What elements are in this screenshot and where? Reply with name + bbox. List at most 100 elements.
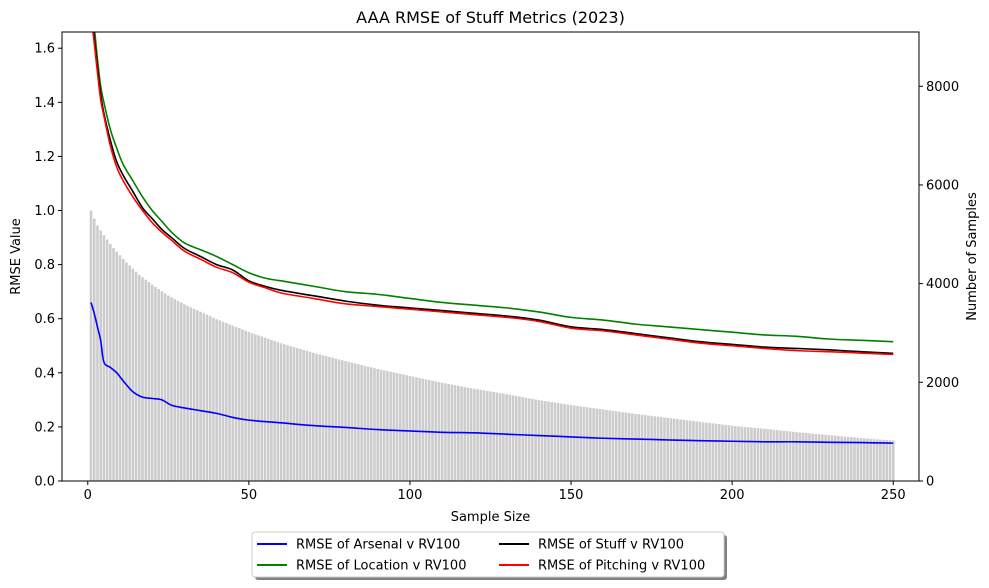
sample-count-bar: [495, 392, 499, 481]
y-axis-ticks: 0.0 0.2 0.4 0.6 0.8 1.0 1.2 1.4 1.6: [34, 42, 62, 490]
sample-count-bar: [92, 218, 96, 481]
y-tick-label: 1.6: [34, 42, 55, 57]
sample-count-bar: [891, 440, 895, 481]
legend-label: RMSE of Stuff v RV100: [538, 538, 684, 553]
sample-count-bar: [611, 410, 615, 481]
sample-count-bar: [431, 380, 434, 481]
sample-count-bar: [543, 401, 547, 481]
sample-count-bar: [482, 390, 486, 481]
sample-count-bar: [289, 346, 293, 481]
sample-count-bar: [424, 379, 428, 481]
y-tick-label: 1.2: [34, 150, 55, 165]
sample-count-bar: [595, 408, 599, 481]
sample-count-bar: [154, 286, 157, 481]
sample-count-bar: [727, 425, 731, 481]
sample-count-bar: [653, 416, 657, 481]
sample-count-bar: [102, 235, 106, 481]
sample-count-bar: [276, 342, 280, 481]
y2-axis-ticks: 0 2000 4000 6000 8000: [919, 80, 959, 490]
sample-count-bar: [692, 421, 695, 481]
sample-count-bar: [373, 368, 376, 481]
series-line-1: [93, 32, 894, 343]
sample-count-bar: [827, 435, 831, 481]
sample-count-bar: [350, 362, 354, 481]
sample-count-bar: [518, 396, 521, 481]
sample-count-bar: [531, 398, 534, 481]
sample-count-bar: [328, 356, 331, 481]
sample-count-bar: [163, 293, 167, 481]
sample-count-bar: [170, 297, 173, 481]
sample-count-bar: [421, 378, 425, 481]
sample-count-bar: [492, 391, 496, 481]
sample-count-bar: [418, 377, 421, 481]
y-axis-label: RMSE Value: [9, 218, 24, 295]
sample-count-bar: [89, 210, 93, 481]
sample-count-bar: [637, 414, 640, 481]
sample-count-bar: [879, 439, 882, 481]
sample-count-bar: [473, 388, 476, 481]
sample-count-bar: [241, 329, 244, 481]
sample-count-bar: [292, 347, 296, 481]
sample-count-bar: [614, 411, 618, 481]
sample-count-bar: [395, 373, 399, 481]
sample-count-bar: [434, 381, 438, 481]
sample-count-bar: [225, 323, 228, 481]
sample-count-bar: [357, 364, 360, 481]
sample-count-bar: [131, 268, 135, 481]
sample-count-bar: [147, 282, 151, 481]
sample-count-bar: [189, 307, 193, 481]
sample-count-bar: [672, 418, 676, 481]
sample-count-bar: [550, 402, 554, 481]
chart-title: AAA RMSE of Stuff Metrics (2023): [356, 8, 625, 27]
sample-count-bar: [334, 358, 338, 481]
sample-count-bar: [514, 395, 518, 481]
series-line-0: [90, 302, 894, 444]
sample-count-bars: [89, 210, 895, 481]
sample-count-bar: [234, 326, 238, 481]
sample-count-bar: [721, 424, 724, 481]
sample-count-bar: [186, 305, 189, 481]
sample-count-bar: [656, 416, 660, 481]
sample-count-bar: [872, 439, 876, 481]
y-tick-label: 0.0: [34, 475, 55, 490]
sample-count-bar: [650, 415, 653, 481]
sample-count-bar: [212, 317, 215, 481]
sample-count-bar: [270, 339, 273, 481]
sample-count-bar: [885, 440, 889, 481]
sample-count-bar: [321, 355, 325, 481]
legend-label: RMSE of Arsenal v RV100: [296, 538, 460, 553]
sample-count-bar: [231, 325, 235, 481]
sample-count-bar: [659, 417, 663, 481]
sample-count-bar: [257, 335, 260, 481]
sample-count-bar: [630, 413, 634, 481]
sample-count-bar: [775, 430, 779, 481]
sample-count-bar: [360, 365, 363, 481]
sample-count-bar: [295, 348, 299, 481]
y-tick-label: 0.6: [34, 312, 55, 327]
sample-count-bar: [676, 419, 679, 481]
sample-count-bar: [279, 343, 283, 481]
sample-count-bar: [305, 350, 309, 481]
sample-count-bar: [176, 300, 180, 481]
sample-count-bar: [160, 291, 164, 481]
sample-count-bar: [547, 401, 550, 481]
sample-count-bar: [134, 271, 138, 481]
sample-count-bar: [821, 434, 824, 481]
sample-count-bar: [150, 284, 154, 481]
sample-count-bar: [115, 251, 119, 481]
legend-box: [251, 531, 725, 578]
y2-tick-label: 0: [926, 475, 934, 490]
sample-count-bar: [502, 393, 505, 481]
sample-count-bar: [376, 369, 380, 481]
sample-count-bar: [572, 405, 576, 481]
sample-count-bar: [869, 438, 872, 481]
sample-count-bar: [283, 344, 286, 481]
sample-count-bar: [221, 321, 225, 481]
sample-count-bar: [208, 316, 212, 481]
sample-count-bar: [344, 361, 347, 481]
sample-count-bar: [479, 389, 483, 481]
sample-count-bar: [753, 427, 756, 481]
sample-count-bar: [199, 311, 202, 481]
sample-count-bar: [714, 423, 718, 481]
